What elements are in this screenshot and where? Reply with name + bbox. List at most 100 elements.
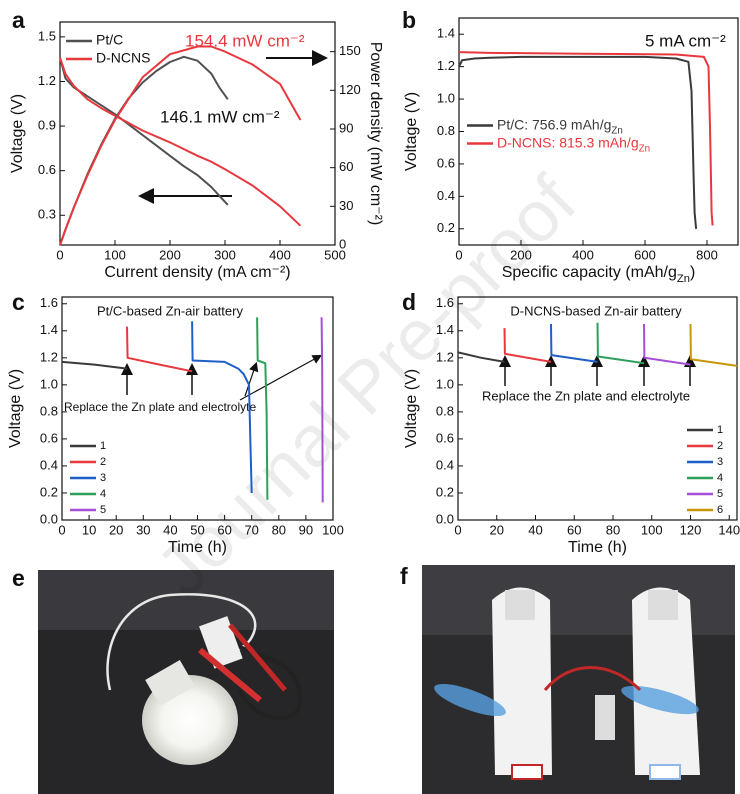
y-tick-label: 0.4 xyxy=(437,188,455,203)
y-tick-label: 0.8 xyxy=(437,123,455,138)
x-axis-label: Time (h) xyxy=(168,539,227,556)
y-tick-label: 0.9 xyxy=(38,118,56,133)
y-tick-label: 0.0 xyxy=(436,511,454,526)
y-axis-label: Voltage (V) xyxy=(7,369,24,448)
annotation: Replace the Zn plate and electrolyte xyxy=(482,388,690,403)
data-line xyxy=(457,351,505,363)
data-line xyxy=(550,323,598,363)
y-tick-label: 1.2 xyxy=(40,349,58,364)
data-line xyxy=(61,360,128,370)
panel-label: e xyxy=(12,565,25,591)
x-tick-label: 0 xyxy=(454,522,461,537)
y2-tick-label: 90 xyxy=(339,120,353,135)
y2-tick-label: 150 xyxy=(339,43,361,58)
x-tick-label: 100 xyxy=(322,522,344,537)
legend-label: 3 xyxy=(100,472,106,484)
data-line xyxy=(689,323,738,367)
annotation: 154.4 mW cm⁻² xyxy=(185,31,305,50)
x-tick-label: 0 xyxy=(56,247,63,262)
legend-label: 1 xyxy=(100,440,106,452)
y2-axis-label: Power density (mW cm⁻²) xyxy=(367,42,384,226)
x-tick-label: 90 xyxy=(299,522,313,537)
legend-label: 6 xyxy=(717,504,723,516)
x-tick-label: 140 xyxy=(718,522,740,537)
y-tick-label: 1.6 xyxy=(436,295,454,310)
panel-label: b xyxy=(402,7,416,33)
x-tick-label: 500 xyxy=(324,247,346,262)
legend-label: D-NCNS xyxy=(96,50,150,66)
photo-e xyxy=(38,570,334,794)
photo-f xyxy=(422,565,735,794)
legend-label: 5 xyxy=(100,504,106,516)
plot-frame xyxy=(59,21,336,246)
x-tick-label: 40 xyxy=(163,522,177,537)
x-tick-label: 600 xyxy=(634,247,656,262)
y2-tick-label: 0 xyxy=(339,236,346,251)
y-tick-label: 0.4 xyxy=(40,457,58,472)
legend-label-part: Pt/C: 756.9 mAh/g xyxy=(497,116,611,132)
legend-label: 4 xyxy=(717,472,723,484)
data-line xyxy=(503,328,552,363)
y-tick-label: 1.2 xyxy=(38,73,56,88)
x-tick-label: 0 xyxy=(455,247,462,262)
legend-label: 2 xyxy=(100,456,106,468)
y-tick-label: 0.8 xyxy=(40,403,58,418)
legend-label: 1 xyxy=(717,424,723,436)
y-tick-label: 1.2 xyxy=(436,349,454,364)
y-tick-label: 1.4 xyxy=(436,322,454,337)
x-axis-label-part: Specific capacity (mAh/g xyxy=(502,264,677,281)
y-tick-label: 0.8 xyxy=(436,403,454,418)
x-tick-label: 120 xyxy=(680,522,702,537)
y-tick-label: 1.0 xyxy=(40,376,58,391)
y2-tick-label: 30 xyxy=(339,198,353,213)
y-tick-label: 1.2 xyxy=(437,58,455,73)
x-tick-label: 60 xyxy=(567,522,581,537)
x-tick-label: 20 xyxy=(109,522,123,537)
chart-title: D-NCNS-based Zn-air battery xyxy=(510,303,682,318)
y-tick-label: 1.0 xyxy=(437,91,455,106)
x-tick-label: 30 xyxy=(136,522,150,537)
plot-frame xyxy=(457,296,738,521)
legend-label: Pt/C xyxy=(96,32,123,48)
x-tick-label: 100 xyxy=(641,522,663,537)
data-line xyxy=(458,51,714,226)
y-tick-label: 0.6 xyxy=(436,430,454,445)
arrows xyxy=(121,50,696,401)
x-tick-label: 80 xyxy=(606,522,620,537)
legend-label: 3 xyxy=(717,456,723,468)
legend-label: 2 xyxy=(717,440,723,452)
chart-title: Pt/C-based Zn-air battery xyxy=(97,303,243,318)
x-tick-label: 200 xyxy=(510,247,532,262)
legend-label-part: Zn xyxy=(639,144,650,155)
data-line xyxy=(59,45,302,246)
x-axis-label: Current density (mA cm⁻²) xyxy=(104,264,290,281)
data-line xyxy=(59,55,229,246)
x-tick-label: 100 xyxy=(104,247,126,262)
x-tick-label: 50 xyxy=(190,522,204,537)
legend-label: 4 xyxy=(100,488,106,500)
x-tick-label: 70 xyxy=(244,522,258,537)
y-tick-label: 0.6 xyxy=(437,155,455,170)
y-tick-label: 1.4 xyxy=(437,26,455,41)
y-tick-label: 0.6 xyxy=(40,430,58,445)
annotation: Replace the Zn plate and electrolyte xyxy=(64,400,256,414)
panel-label: a xyxy=(12,7,25,33)
y-tick-label: 1.4 xyxy=(40,322,58,337)
y-axis-label: Voltage (V) xyxy=(403,369,420,448)
data-line xyxy=(126,326,193,373)
x-tick-label: 0 xyxy=(58,522,65,537)
y-tick-label: 0.0 xyxy=(40,511,58,526)
annotation: 146.1 mW cm⁻² xyxy=(160,107,280,126)
legend-label: Pt/C: 756.9 mAh/gZn xyxy=(497,116,623,136)
y2-tick-label: 120 xyxy=(339,82,361,97)
panel-label: f xyxy=(400,563,408,589)
data-line xyxy=(191,321,253,494)
data-line xyxy=(643,323,691,366)
x-axis-label-part: ) xyxy=(690,264,695,281)
x-tick-label: 80 xyxy=(272,522,286,537)
legend-label: D-NCNS: 815.3 mAh/gZn xyxy=(497,134,650,154)
y-tick-label: 0.2 xyxy=(40,484,58,499)
legend-label-part: D-NCNS: 815.3 mAh/g xyxy=(497,134,639,150)
y-tick-label: 0.2 xyxy=(437,220,455,235)
